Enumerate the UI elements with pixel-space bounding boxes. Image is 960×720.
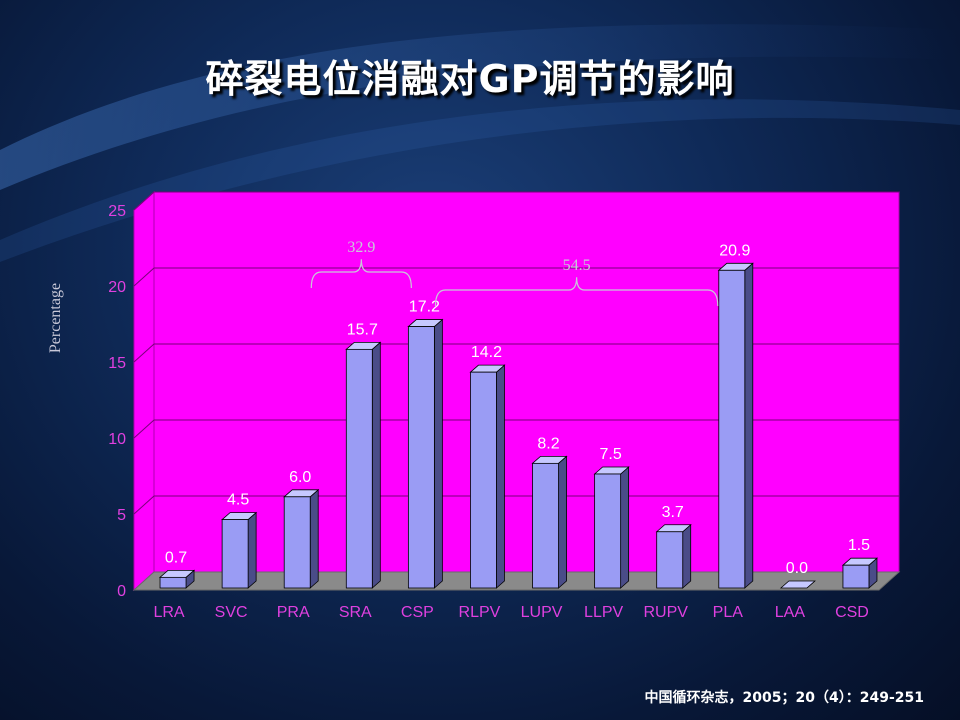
annotation-0-label: 32.9 — [347, 239, 375, 256]
slide-title: 碎裂电位消融对GP调节的影响 — [205, 57, 735, 101]
x-tick-label: LUPV — [521, 604, 563, 621]
bar-csd — [841, 557, 879, 589]
data-label: 0.7 — [165, 549, 187, 566]
annotation-0-brace — [310, 259, 412, 289]
data-label: 6.0 — [289, 469, 311, 486]
x-tick-label: CSP — [401, 604, 434, 621]
bar-sra — [345, 341, 382, 589]
annotation-1-label: 54.5 — [563, 257, 591, 274]
bar-rupv — [655, 523, 692, 589]
data-label: 4.5 — [227, 492, 249, 509]
y-tick-label: 0 — [117, 583, 126, 600]
x-tick-label: SVC — [215, 604, 248, 621]
bar-llpv — [593, 466, 630, 589]
plot-back-wall — [153, 191, 900, 573]
x-tick-label: PRA — [277, 604, 310, 621]
plot-floor — [132, 571, 901, 591]
plot-side-wall — [133, 190, 155, 592]
y-tick-label: 15 — [108, 355, 126, 372]
bar-rlpv — [469, 364, 506, 589]
y-tick-label: 5 — [117, 507, 126, 524]
bar-svc — [221, 511, 258, 589]
x-tick-label: LRA — [153, 604, 184, 621]
gridline — [133, 191, 899, 211]
y-tick-label: 10 — [108, 431, 126, 448]
x-tick-label: LAA — [775, 604, 806, 621]
data-label: 7.5 — [600, 446, 622, 463]
y-tick-label: 25 — [108, 203, 126, 220]
bar-pla — [717, 262, 754, 589]
data-label: 17.2 — [409, 299, 440, 316]
x-tick-label: RUPV — [643, 604, 688, 621]
bar-laa — [779, 580, 816, 589]
data-label: 20.9 — [719, 242, 750, 259]
gridline — [133, 343, 899, 363]
gridline — [133, 267, 899, 287]
bar-pra — [283, 488, 320, 589]
bar-lra — [158, 569, 196, 589]
gridline — [133, 495, 899, 515]
data-label: 14.2 — [471, 344, 502, 361]
x-tick-label: LLPV — [584, 604, 623, 621]
bar-csp — [407, 318, 444, 589]
gridline — [133, 419, 899, 439]
y-tick-label: 20 — [108, 279, 126, 296]
x-tick-label: RLPV — [459, 604, 501, 621]
data-label: 15.7 — [347, 321, 378, 338]
data-label: 0.0 — [786, 560, 808, 577]
bar-lupv — [531, 455, 568, 589]
annotation-1-brace — [434, 277, 719, 307]
data-label: 8.2 — [537, 435, 559, 452]
x-tick-label: CSD — [835, 604, 869, 621]
data-label: 1.5 — [848, 537, 870, 554]
data-label: 3.7 — [662, 504, 684, 521]
citation: 中国循环杂志，2005；20（4）：249-251 — [644, 690, 924, 706]
x-tick-label: PLA — [713, 604, 744, 621]
x-tick-label: SRA — [339, 604, 372, 621]
